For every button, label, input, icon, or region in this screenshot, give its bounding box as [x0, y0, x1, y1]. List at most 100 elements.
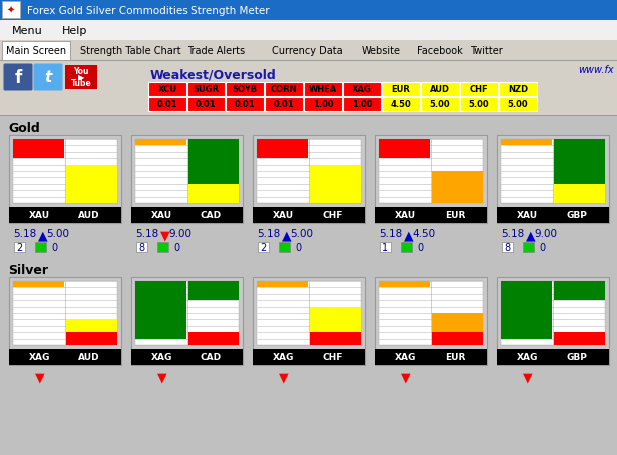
Bar [310, 320, 360, 326]
Bar [188, 159, 239, 165]
Bar [136, 243, 146, 253]
Bar [188, 294, 239, 301]
Text: XAG: XAG [273, 353, 294, 362]
Text: Help: Help [62, 26, 88, 36]
Bar [0, 21, 617, 41]
Text: Currency Data: Currency Data [272, 46, 342, 56]
Text: XAU: XAU [273, 211, 294, 220]
Bar [0, 0, 617, 21]
Bar [460, 98, 498, 112]
Bar [257, 152, 307, 159]
Bar [378, 140, 482, 203]
Bar [502, 243, 513, 253]
Text: XAG: XAG [517, 353, 539, 362]
Bar [135, 326, 186, 333]
Bar [35, 243, 46, 253]
Text: XCU: XCU [157, 86, 176, 94]
Bar [500, 140, 605, 203]
Bar [553, 191, 605, 197]
Bar [500, 301, 552, 307]
Text: 0: 0 [173, 243, 180, 253]
Text: AUD: AUD [78, 211, 100, 220]
Bar [188, 333, 239, 339]
Text: Facebook: Facebook [417, 46, 463, 56]
Text: XAU: XAU [151, 211, 172, 220]
Text: ▲: ▲ [281, 228, 291, 242]
Bar [187, 98, 225, 112]
Text: ▼: ▼ [523, 370, 532, 383]
Bar [497, 278, 608, 365]
Bar [310, 307, 360, 313]
Text: WHEA: WHEA [309, 86, 337, 94]
Bar [310, 191, 360, 197]
Bar [310, 178, 360, 184]
Bar [131, 278, 242, 365]
Bar [2, 42, 70, 61]
Text: CHF: CHF [323, 353, 343, 362]
Bar [187, 83, 225, 97]
Bar [553, 178, 605, 184]
Bar [12, 281, 117, 345]
Bar [65, 326, 117, 333]
Bar [500, 313, 552, 320]
Bar [252, 349, 365, 365]
Bar [375, 207, 486, 223]
Bar [497, 349, 608, 365]
Text: AUD: AUD [78, 353, 100, 362]
Text: 0: 0 [296, 243, 302, 253]
Text: XAG: XAG [151, 353, 173, 362]
Bar [310, 165, 360, 172]
Bar [553, 288, 605, 294]
Bar [431, 326, 482, 333]
Text: You: You [73, 67, 89, 76]
Bar [9, 207, 120, 223]
Bar [431, 197, 482, 203]
Bar [148, 83, 186, 97]
Bar [378, 281, 429, 288]
Bar [553, 152, 605, 159]
Bar [343, 83, 381, 97]
Bar [553, 159, 605, 165]
Bar [553, 172, 605, 178]
Text: CAD: CAD [201, 353, 222, 362]
Text: 5.00: 5.00 [508, 100, 528, 109]
Bar [65, 66, 97, 90]
Bar [188, 152, 239, 159]
Bar [188, 165, 239, 172]
Text: Forex Gold Silver Commodities Strength Meter: Forex Gold Silver Commodities Strength M… [27, 5, 270, 15]
Bar [135, 140, 239, 203]
Text: ▶: ▶ [78, 73, 85, 82]
Text: f: f [14, 69, 22, 87]
Text: 5.00: 5.00 [291, 228, 313, 238]
Bar [497, 207, 608, 223]
Bar [500, 320, 552, 326]
Text: Trade Alerts: Trade Alerts [187, 46, 245, 56]
Text: XAU: XAU [395, 211, 416, 220]
Bar [310, 197, 360, 203]
Text: NZD: NZD [508, 86, 528, 94]
Text: 9.00: 9.00 [534, 228, 558, 238]
Bar [431, 313, 482, 320]
Bar [378, 146, 429, 152]
Bar [310, 184, 360, 191]
Bar [252, 207, 365, 223]
Text: t: t [44, 71, 52, 86]
Bar [131, 349, 242, 365]
Bar [0, 41, 617, 61]
Text: ▼: ▼ [35, 370, 44, 383]
Bar [500, 281, 552, 288]
Text: 0.01: 0.01 [234, 100, 255, 109]
Text: EUR: EUR [392, 86, 410, 94]
Bar [460, 83, 498, 97]
Bar [421, 98, 459, 112]
Bar [257, 140, 360, 203]
Bar [310, 333, 360, 339]
Text: ▼: ▼ [160, 228, 169, 242]
Bar [431, 339, 482, 345]
Text: 2: 2 [260, 243, 266, 253]
Text: 0.01: 0.01 [196, 100, 217, 109]
Bar [135, 307, 186, 313]
Text: ▼: ▼ [279, 370, 289, 383]
Bar [265, 98, 303, 112]
FancyBboxPatch shape [33, 64, 62, 91]
